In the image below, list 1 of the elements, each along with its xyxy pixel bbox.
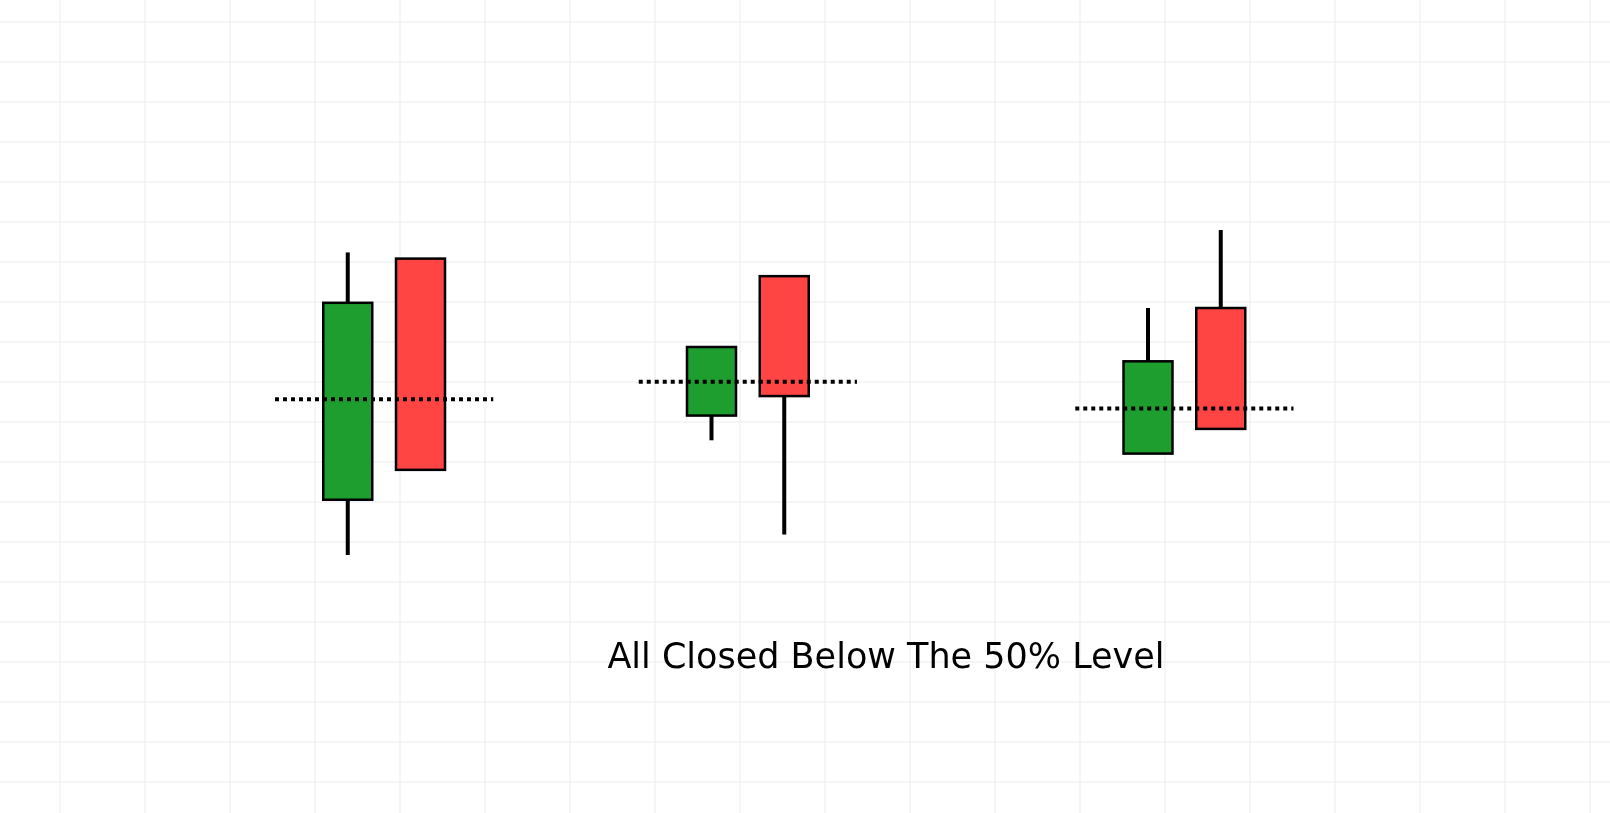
text: All Closed Below The 50% Level xyxy=(607,636,1165,676)
